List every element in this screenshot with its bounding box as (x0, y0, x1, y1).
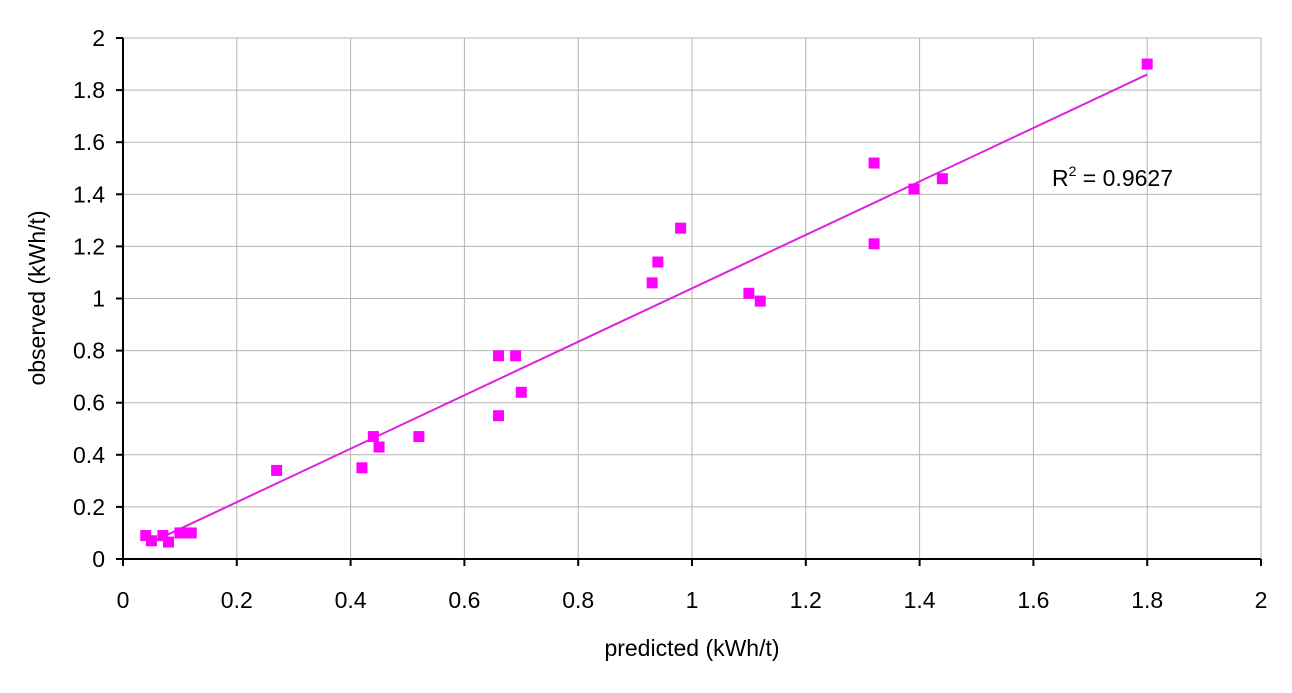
y-tick-label: 1.2 (73, 233, 105, 259)
y-tick-label: 0.8 (73, 338, 105, 364)
x-tick-label: 1 (686, 587, 699, 613)
r-squared-annotation: R2 = 0.9627 (1052, 163, 1173, 191)
data-point (413, 431, 425, 443)
y-tick-label: 0.4 (73, 442, 105, 468)
y-tick-label: 2 (92, 25, 105, 51)
x-tick-label: 1.8 (1131, 587, 1163, 613)
x-tick-label: 0.2 (221, 587, 253, 613)
x-tick-label: 0.4 (335, 587, 367, 613)
data-point (493, 410, 505, 422)
data-point (908, 183, 920, 195)
data-point (163, 536, 175, 548)
data-point (367, 431, 379, 443)
data-point (493, 350, 505, 362)
data-points (140, 58, 1153, 548)
grid (123, 37, 1262, 559)
y-tick-label: 0.2 (73, 494, 105, 520)
y-tick-label: 1 (92, 286, 105, 312)
y-tick-label: 1.4 (73, 181, 105, 207)
data-point (754, 295, 766, 307)
x-tick-label: 0.8 (562, 587, 594, 613)
data-point (868, 157, 880, 169)
data-point (174, 527, 186, 539)
data-point (675, 222, 687, 234)
data-point (743, 287, 755, 299)
data-point (185, 527, 197, 539)
y-tick-label: 0 (92, 546, 105, 572)
x-tick-label: 0 (117, 587, 130, 613)
data-point (652, 256, 664, 268)
data-point (356, 462, 368, 474)
data-point (180, 527, 192, 539)
x-tick-label: 2 (1255, 587, 1268, 613)
data-point (145, 535, 157, 547)
tick-labels: 0 0.2 0.4 0.6 0.8 1 1.2 1.4 1.6 1.8 2 0 0.2 0.4 0.6 0.8… (73, 25, 1267, 613)
y-tick-label: 0.6 (73, 390, 105, 416)
data-point (936, 173, 948, 185)
x-tick-label: 1.2 (790, 587, 822, 613)
y-tick-label: 1.8 (73, 77, 105, 103)
data-point (1141, 58, 1153, 70)
axes (116, 37, 1262, 566)
x-tick-label: 0.6 (448, 587, 480, 613)
y-axis-label: observed (kWh/t) (24, 210, 50, 385)
data-point (646, 277, 658, 289)
y-tick-label: 1.6 (73, 129, 105, 155)
data-point (271, 464, 283, 476)
data-point (140, 530, 152, 542)
data-point (515, 386, 527, 398)
data-point (868, 238, 880, 250)
x-tick-label: 1.6 (1017, 587, 1049, 613)
x-tick-label: 1.4 (904, 587, 936, 613)
trendline (145, 73, 1148, 546)
data-point (510, 350, 522, 362)
x-axis-label: predicted (kWh/t) (604, 635, 779, 661)
trendline-group (145, 73, 1148, 546)
data-point (157, 530, 169, 542)
data-point (373, 441, 385, 453)
